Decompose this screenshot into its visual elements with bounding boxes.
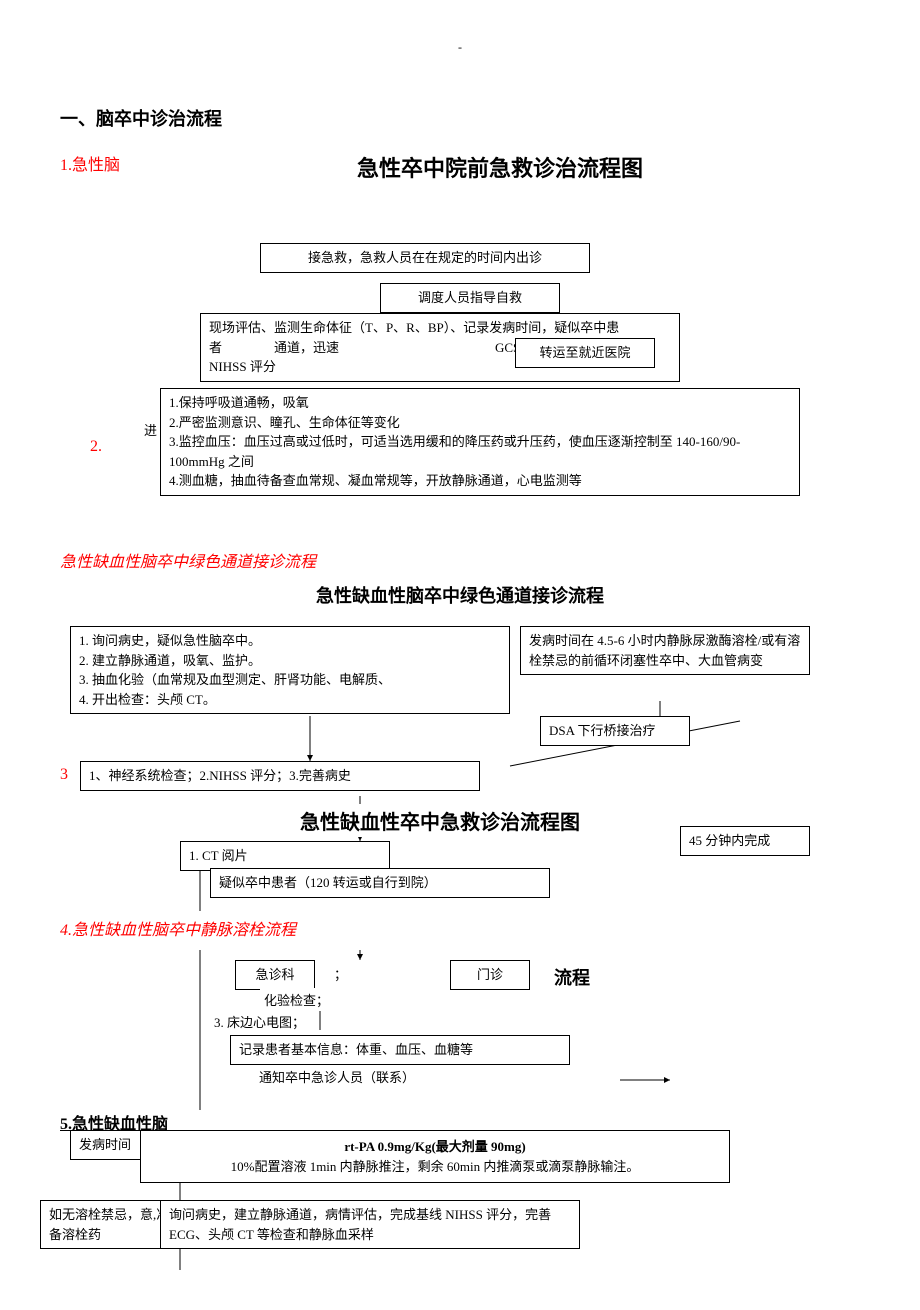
section-1-number: 1.急性脑 [60,151,130,175]
d1-box-dispatch: 调度人员指导自救 [380,283,560,313]
d2-mid-text: 1、神经系统检查；2.NIHSS 评分；3.完善病史 [89,768,351,783]
d3-notify: 通知卒中急诊人员（联系） [255,1065,419,1088]
d1-m4: 4.测血糖，抽血待备查血常规、凝血常规等，开放静脉通道，心电监测等 [169,471,791,491]
d2-right-top: 发病时间在 4.5-6 小时内静脉尿激酶溶栓/或有溶栓禁忌的前循环闭塞性卒中、大… [520,626,810,675]
d3-notify-text: 通知卒中急诊人员（联系） [259,1070,415,1085]
d2-45min: 45 分钟内完成 [680,826,810,856]
d1-m1: 1.保持呼吸道通畅，吸氧 [169,393,791,413]
d3-flow-label: 流程 [550,962,594,992]
d4-rtpa: rt-PA 0.9mg/Kg(最大剂量 90mg) 10%配置溶液 1min 内… [140,1130,730,1183]
d2-flow-title: 急性缺血性卒中急救诊治流程图 [220,804,660,837]
d3-lab: 化验检查； [260,988,333,1011]
heading-main: 一、脑卒中诊治流程 [60,105,860,131]
d2-l3: 3. 抽血化验（血常规及血型测定、肝肾功能、电解质、 [79,670,501,690]
d2-l1: 1. 询问病史，疑似急性脑卒中。 [79,631,501,651]
d1-box3-overlay-text: 转运至就近医院 [539,345,630,360]
d2-l2: 2. 建立静脉通道，吸氧、监护。 [79,651,501,671]
d1-box-receive: 接急救，急救人员在在规定的时间内出诊 [260,243,590,273]
d3-semi-text: ； [334,967,347,982]
d2-ct-text: 1. CT 阅片 [189,848,248,863]
section-4-title: 4.急性缺血性脑卒中静脉溶栓流程 [60,916,860,940]
d2-mid-box: 1、神经系统检查；2.NIHSS 评分；3.完善病史 [80,761,480,791]
d1-box-transfer: 转运至就近医院 [515,338,655,368]
section-1-title: 急性卒中院前急救诊治流程图 [140,151,860,183]
d3-outpatient: 门诊 [450,960,530,990]
d4-left-bottom-text: 如无溶栓禁忌，意,准备溶栓药 [49,1207,169,1242]
d4-right-bottom-text: 询问病史，建立静脉通道，病情评估，完成基线 NIHSS 评分，完善 ECG、头颅… [169,1207,551,1242]
d2-suspect-text: 疑似卒中患者（120 转运或自行到院） [219,875,437,890]
d1-box-measures: 1.保持呼吸道通畅，吸氧 2.严密监测意识、瞳孔、生命体征等变化 3.监控血压：… [160,388,800,496]
d3-record-text: 记录患者基本信息：体重、血压、血糖等 [239,1042,473,1057]
d2-right-small-text: DSA 下行桥接治疗 [549,723,656,738]
d3-record: 记录患者基本信息：体重、血压、血糖等 [230,1035,570,1065]
d2-right-top-text: 发病时间在 4.5-6 小时内静脉尿激酶溶栓/或有溶栓禁忌的前循环闭塞性卒中、大… [529,633,800,668]
d3-flow-label-text: 流程 [554,968,590,988]
d4-onset-text: 发病时间 [79,1137,131,1152]
diagram-4: 发病时间 rt-PA 0.9mg/Kg(最大剂量 90mg) 10%配置溶液 1… [60,1130,860,1270]
d2-left-box: 1. 询问病史，疑似急性脑卒中。 2. 建立静脉通道，吸氧、监护。 3. 抽血化… [70,626,510,714]
d2-right-small: DSA 下行桥接治疗 [540,716,690,746]
section-5-row: 5.急性缺血性脑 [60,1110,860,1130]
d3-emergency: 急诊科 [235,960,315,990]
diagram-2: 1. 询问病史，疑似急性脑卒中。 2. 建立静脉通道，吸氧、监护。 3. 抽血化… [60,616,860,916]
section-1-header: 1.急性脑 急性卒中院前急救诊治流程图 [60,151,860,183]
diagram-1: 接急救，急救人员在在规定的时间内出诊 调度人员指导自救 现场评估、监测生命体征（… [60,193,860,533]
d4-rtpa-detail: 10%配置溶液 1min 内静脉推注，剩余 60min 内推滴泵或滴泵静脉输注。 [151,1157,719,1177]
d1-box2-text: 调度人员指导自救 [418,290,522,305]
d1-m2: 2.严密监测意识、瞳孔、生命体征等变化 [169,413,791,433]
d1-ji-text: 进 [144,423,157,438]
d2-flow-title-text: 急性缺血性卒中急救诊治流程图 [300,812,580,834]
d3-outpatient-text: 门诊 [477,967,503,982]
d1-big-2: 2. [90,438,102,456]
d4-right-bottom: 询问病史，建立静脉通道，病情评估，完成基线 NIHSS 评分，完善 ECG、头颅… [160,1200,580,1249]
d3-semi: ； [330,962,351,985]
d3-ecg-text: 3. 床边心电图； [214,1015,305,1030]
d1-m3: 3.监控血压：血压过高或过低时，可适当选用缓和的降压药或升压药，使血压逐渐控制至… [169,432,791,471]
d3-ecg: 3. 床边心电图； [210,1010,309,1033]
d3-emergency-text: 急诊科 [255,967,294,982]
d1-ji: 进 [140,418,161,441]
d2-suspect: 疑似卒中患者（120 转运或自行到院） [210,868,550,898]
d2-45min-text: 45 分钟内完成 [689,833,770,848]
diagram-3: 急诊科 ； 门诊 流程 化验检查； 3. 床边心电图； 记录患者基本信息：体重、… [60,950,860,1110]
d4-left-bottom: 如无溶栓禁忌，意,准备溶栓药 [40,1200,180,1249]
d1-box1-text: 接急救，急救人员在在规定的时间内出诊 [308,250,542,265]
d2-big-3: 3 [60,766,68,784]
page-top-dash: - [60,40,860,55]
section-2-bold-title: 急性缺血性脑卒中绿色通道接诊流程 [60,582,860,608]
section-2-red-title: 急性缺血性脑卒中绿色通道接诊流程 [60,548,860,572]
d4-rtpa-title: rt-PA 0.9mg/Kg(最大剂量 90mg) [151,1137,719,1157]
d3-lab-text: 化验检查； [264,993,329,1008]
d2-l4: 4. 开出检查：头颅 CT。 [79,690,501,710]
d2-ct-box: 1. CT 阅片 [180,841,390,871]
